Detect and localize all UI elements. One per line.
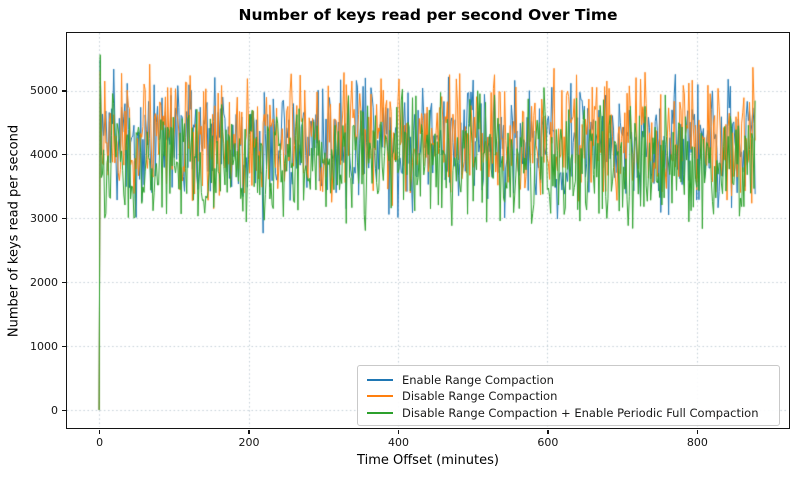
x-axis-label: Time Offset (minutes) (357, 453, 499, 468)
legend-line-sample (367, 395, 393, 397)
legend-line-sample (367, 378, 393, 381)
legend-label: Disable Range Compaction (402, 389, 558, 403)
y-tick-label: 5000 (30, 84, 58, 97)
x-tick-label: 400 (387, 436, 409, 449)
x-tick-mark (248, 429, 250, 434)
y-tick-label: 2000 (30, 275, 58, 289)
legend-item-enable-range-compaction: Enable Range Compaction (367, 372, 770, 387)
plot-area: Enable Range Compaction Disable Range Co… (66, 32, 790, 429)
x-tick-mark (547, 429, 549, 434)
x-tick-mark (99, 429, 101, 434)
legend-item-disable-range-compaction: Disable Range Compaction (367, 389, 770, 404)
x-tick-label: 800 (686, 436, 708, 449)
x-tick-label: 0 (96, 436, 104, 449)
x-tick-mark (696, 429, 698, 434)
legend: Enable Range Compaction Disable Range Co… (357, 365, 780, 426)
y-tick-label: 1000 (30, 339, 58, 353)
legend-item-disable-range-plus-periodic-full: Disable Range Compaction + Enable Period… (367, 405, 770, 420)
legend-label: Disable Range Compaction + Enable Period… (402, 405, 759, 420)
chart-canvas (67, 33, 788, 427)
y-tick-label: 0 (51, 403, 58, 417)
legend-label: Enable Range Compaction (402, 372, 554, 387)
y-tick-mark (62, 90, 66, 92)
x-tick-mark (397, 429, 400, 434)
y-tick-label: 4000 (30, 147, 58, 161)
y-tick-mark (62, 409, 66, 412)
y-tick-mark (62, 154, 66, 156)
x-tick-label: 600 (537, 436, 559, 449)
legend-line-sample (367, 411, 393, 414)
y-tick-label: 3000 (30, 211, 58, 225)
y-tick-mark (62, 218, 66, 220)
chart-title: Number of keys read per second Over Time (238, 6, 618, 24)
y-tick-mark (62, 346, 66, 348)
x-tick-label: 200 (238, 436, 260, 449)
y-tick-mark (62, 282, 66, 284)
